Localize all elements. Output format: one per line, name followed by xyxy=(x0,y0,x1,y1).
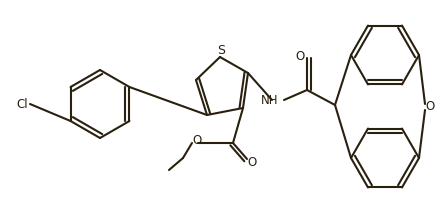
Text: O: O xyxy=(425,101,434,113)
Text: NH: NH xyxy=(261,94,279,107)
Text: O: O xyxy=(295,50,305,62)
Text: Cl: Cl xyxy=(16,98,28,111)
Text: S: S xyxy=(217,45,225,57)
Text: O: O xyxy=(248,157,256,169)
Text: O: O xyxy=(192,135,202,148)
